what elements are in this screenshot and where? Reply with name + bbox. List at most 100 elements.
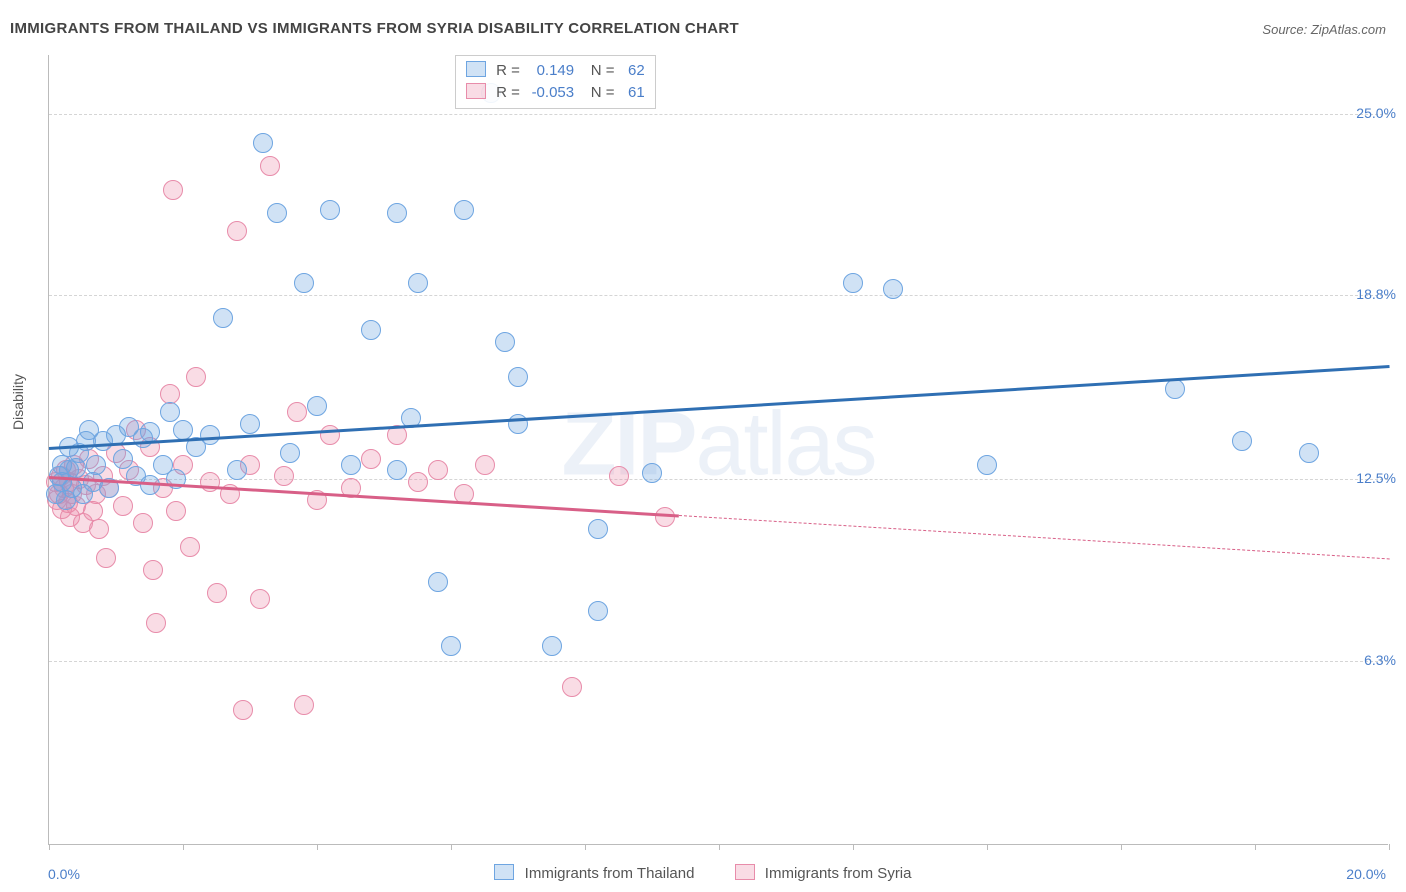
x-tick [49, 844, 50, 850]
n-label: N = [591, 62, 615, 79]
series-legend: Immigrants from Thailand Immigrants from… [0, 864, 1406, 882]
data-point [260, 156, 280, 176]
data-point [428, 572, 448, 592]
x-tick [1389, 844, 1390, 850]
data-point [508, 367, 528, 387]
data-point [294, 273, 314, 293]
data-point [609, 466, 629, 486]
data-point [180, 537, 200, 557]
data-point [113, 449, 133, 469]
data-point [588, 519, 608, 539]
data-point [562, 677, 582, 697]
data-point [320, 200, 340, 220]
data-point [387, 203, 407, 223]
data-point [143, 560, 163, 580]
gridline [49, 479, 1388, 480]
data-point [233, 700, 253, 720]
data-point [96, 548, 116, 568]
gridline [49, 114, 1388, 115]
data-point [163, 180, 183, 200]
x-tick [585, 844, 586, 850]
chart-container: IMMIGRANTS FROM THAILAND VS IMMIGRANTS F… [0, 0, 1406, 892]
data-point [86, 455, 106, 475]
data-point [253, 133, 273, 153]
data-point [146, 613, 166, 633]
y-tick-label: 25.0% [1356, 105, 1396, 121]
n-value-thailand: 62 [619, 60, 645, 82]
x-axis-max: 20.0% [1346, 866, 1386, 882]
data-point [250, 589, 270, 609]
y-tick-label: 12.5% [1356, 470, 1396, 486]
r-label-2: R = [496, 84, 520, 101]
plot-area: ZIPatlas [48, 55, 1388, 845]
source-attribution: Source: ZipAtlas.com [1262, 22, 1386, 37]
trend-line [679, 515, 1389, 559]
data-point [454, 200, 474, 220]
data-point [642, 463, 662, 483]
x-tick [987, 844, 988, 850]
x-tick [1121, 844, 1122, 850]
x-tick [1255, 844, 1256, 850]
data-point [361, 320, 381, 340]
x-tick [451, 844, 452, 850]
data-point [1232, 431, 1252, 451]
data-point [274, 466, 294, 486]
y-tick-label: 18.8% [1356, 286, 1396, 302]
data-point [200, 425, 220, 445]
data-point [387, 460, 407, 480]
stats-row-syria: R = -0.053 N = 61 [466, 82, 645, 104]
data-point [240, 414, 260, 434]
data-point [160, 402, 180, 422]
chart-title: IMMIGRANTS FROM THAILAND VS IMMIGRANTS F… [10, 20, 739, 37]
r-value-thailand: 0.149 [524, 60, 574, 82]
data-point [227, 460, 247, 480]
data-point [428, 460, 448, 480]
data-point [495, 332, 515, 352]
data-point [166, 501, 186, 521]
data-point [227, 221, 247, 241]
data-point [173, 420, 193, 440]
x-tick [317, 844, 318, 850]
legend-item-syria: Immigrants from Syria [735, 865, 912, 882]
swatch-syria-bottom [735, 864, 755, 880]
data-point [588, 601, 608, 621]
r-label: R = [496, 62, 520, 79]
data-point [408, 472, 428, 492]
data-point [883, 279, 903, 299]
trend-line [49, 365, 1389, 450]
source-label: Source: [1262, 22, 1307, 37]
trend-line [49, 476, 679, 517]
legend-label-syria: Immigrants from Syria [765, 865, 912, 882]
data-point [843, 273, 863, 293]
data-point [213, 308, 233, 328]
legend-label-thailand: Immigrants from Thailand [525, 865, 695, 882]
r-value-syria: -0.053 [524, 82, 574, 104]
data-point [133, 513, 153, 533]
data-point [307, 396, 327, 416]
swatch-thailand [466, 61, 486, 77]
data-point [361, 449, 381, 469]
n-label-2: N = [591, 84, 615, 101]
data-point [341, 455, 361, 475]
data-point [186, 367, 206, 387]
data-point [542, 636, 562, 656]
data-point [113, 496, 133, 516]
x-tick [719, 844, 720, 850]
data-point [441, 636, 461, 656]
legend-item-thailand: Immigrants from Thailand [494, 865, 698, 882]
data-point [294, 695, 314, 715]
y-tick-label: 6.3% [1364, 652, 1396, 668]
data-point [287, 402, 307, 422]
source-value: ZipAtlas.com [1311, 22, 1386, 37]
data-point [408, 273, 428, 293]
data-point [475, 455, 495, 475]
data-point [280, 443, 300, 463]
data-point [1299, 443, 1319, 463]
swatch-syria [466, 83, 486, 99]
data-point [207, 583, 227, 603]
x-tick [853, 844, 854, 850]
data-point [655, 507, 675, 527]
data-point [977, 455, 997, 475]
x-tick [183, 844, 184, 850]
data-point [89, 519, 109, 539]
